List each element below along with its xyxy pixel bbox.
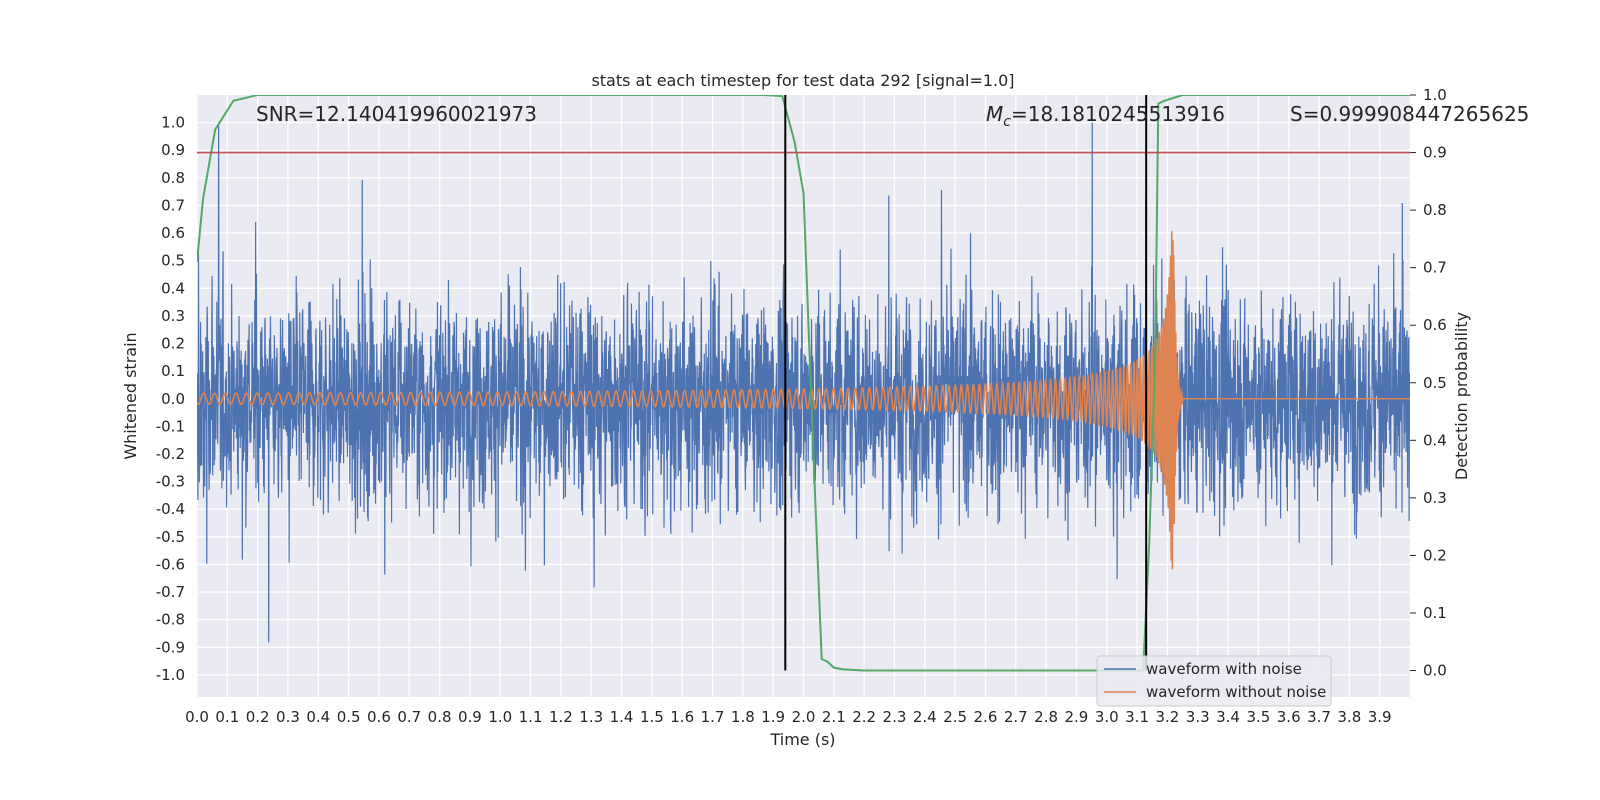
x-tick-label: 2.0 (792, 708, 816, 726)
x-tick-label: 1.4 (610, 708, 634, 726)
x-tick-label: 0.8 (428, 708, 452, 726)
y-right-tick-label: 0.8 (1423, 201, 1447, 219)
x-tick-label: 2.5 (943, 708, 967, 726)
y-left-tick-label: 0.2 (161, 335, 185, 353)
x-tick-label: 3.7 (1307, 708, 1331, 726)
y-axis-right-ticks: 1.0 0.9 0.8 0.7 0.6 0.5 0.4 0.3 0.2 0.1 0.0 (1410, 86, 1447, 680)
y-left-tick-label: -0.5 (156, 528, 185, 546)
snr-annotation: SNR=12.140419960021973 (256, 102, 537, 126)
y-right-tick-label: 0.6 (1423, 316, 1447, 334)
x-tick-label: 1.7 (701, 708, 725, 726)
y-left-tick-label: 0.0 (161, 390, 185, 408)
x-tick-label: 0.9 (458, 708, 482, 726)
legend-label-clean: waveform without noise (1146, 683, 1326, 701)
x-tick-label: 1.6 (670, 708, 694, 726)
y-right-tick-label: 0.5 (1423, 374, 1447, 392)
x-tick-label: 1.9 (761, 708, 785, 726)
x-tick-label: 0.0 (185, 708, 209, 726)
clean-line (197, 231, 1410, 570)
legend-label-noise: waveform with noise (1146, 660, 1302, 678)
waveform-without-noise-series (197, 231, 1410, 570)
x-tick-label: 3.0 (1095, 708, 1119, 726)
x-tick-label: 3.1 (1125, 708, 1149, 726)
x-tick-label: 2.2 (852, 708, 876, 726)
x-tick-label: 0.3 (276, 708, 300, 726)
y-left-tick-label: -0.6 (156, 555, 185, 573)
y-axis-right-label: Detection probability (1452, 312, 1471, 480)
x-tick-label: 3.6 (1277, 708, 1301, 726)
chart-title: stats at each timestep for test data 292… (591, 71, 1014, 90)
x-tick-label: 2.4 (913, 708, 937, 726)
x-tick-label: 0.7 (397, 708, 421, 726)
y-left-tick-label: -0.8 (156, 611, 185, 629)
y-axis-left-label: Whitened strain (121, 332, 140, 459)
x-tick-label: 3.9 (1368, 708, 1392, 726)
x-tick-label: 0.4 (306, 708, 330, 726)
s-annotation: S=0.999908447265625 (1290, 102, 1529, 126)
legend-box (1096, 655, 1332, 707)
y-left-tick-label: -0.1 (156, 417, 185, 435)
detection-probability-series (197, 95, 1410, 672)
x-tick-label: 2.6 (974, 708, 998, 726)
x-tick-label: 1.3 (579, 708, 603, 726)
y-left-tick-label: 0.8 (161, 169, 185, 187)
y-left-tick-label: 0.9 (161, 141, 185, 159)
x-tick-label: 3.8 (1337, 708, 1361, 726)
y-left-tick-label: -0.9 (156, 638, 185, 656)
y-right-tick-label: 0.4 (1423, 431, 1447, 449)
x-tick-label: 0.1 (215, 708, 239, 726)
x-axis-ticks: 0.0 0.1 0.2 0.3 0.4 0.5 0.6 0.7 0.8 0.9 1.0 1.1 1.2 1… (185, 708, 1392, 726)
y-left-tick-label: 0.3 (161, 307, 185, 325)
y-right-tick-label: 0.9 (1423, 144, 1447, 162)
x-tick-label: 1.2 (549, 708, 573, 726)
probability-line (197, 95, 1410, 672)
x-tick-label: 0.5 (337, 708, 361, 726)
y-left-tick-label: 0.4 (161, 279, 185, 297)
y-right-tick-label: 0.7 (1423, 259, 1447, 277)
x-tick-label: 1.1 (519, 708, 543, 726)
x-tick-label: 3.4 (1216, 708, 1240, 726)
legend: waveform with noise waveform without noi… (1096, 655, 1332, 707)
x-tick-label: 3.5 (1246, 708, 1270, 726)
y-left-tick-label: -1.0 (156, 666, 185, 684)
y-left-tick-label: -0.2 (156, 445, 185, 463)
x-tick-label: 3.3 (1186, 708, 1210, 726)
mc-annotation: Mc=18.1810245513916 (986, 102, 1225, 130)
x-axis-label: Time (s) (769, 730, 835, 749)
x-tick-label: 2.8 (1034, 708, 1058, 726)
x-tick-label: 3.2 (1155, 708, 1179, 726)
y-left-tick-label: 0.1 (161, 362, 185, 380)
y-left-tick-label: -0.4 (156, 500, 185, 518)
x-tick-label: 1.5 (640, 708, 664, 726)
y-left-tick-label: 0.6 (161, 224, 185, 242)
x-tick-label: 0.6 (367, 708, 391, 726)
y-left-tick-label: -0.3 (156, 473, 185, 491)
y-right-tick-label: 0.2 (1423, 546, 1447, 564)
x-tick-label: 2.9 (1064, 708, 1088, 726)
y-axis-left-ticks: 1.0 0.9 0.8 0.7 0.6 0.5 0.4 0.3 0.2 0.1 0.0 -0.1 -0.… (156, 114, 185, 684)
y-right-tick-label: 0.1 (1423, 604, 1447, 622)
y-right-tick-label: 0.3 (1423, 489, 1447, 507)
y-right-tick-label: 1.0 (1423, 86, 1447, 104)
waveform-with-noise-series (197, 122, 1410, 643)
x-tick-label: 2.3 (883, 708, 907, 726)
x-tick-label: 0.2 (246, 708, 270, 726)
x-tick-label: 1.0 (488, 708, 512, 726)
y-left-tick-label: 1.0 (161, 114, 185, 132)
y-right-tick-label: 0.0 (1423, 662, 1447, 680)
noise-line (197, 122, 1410, 643)
y-left-tick-label: -0.7 (156, 583, 185, 601)
x-tick-label: 2.1 (822, 708, 846, 726)
y-left-tick-label: 0.7 (161, 196, 185, 214)
y-left-tick-label: 0.5 (161, 252, 185, 270)
x-tick-label: 1.8 (731, 708, 755, 726)
x-tick-label: 2.7 (1004, 708, 1028, 726)
